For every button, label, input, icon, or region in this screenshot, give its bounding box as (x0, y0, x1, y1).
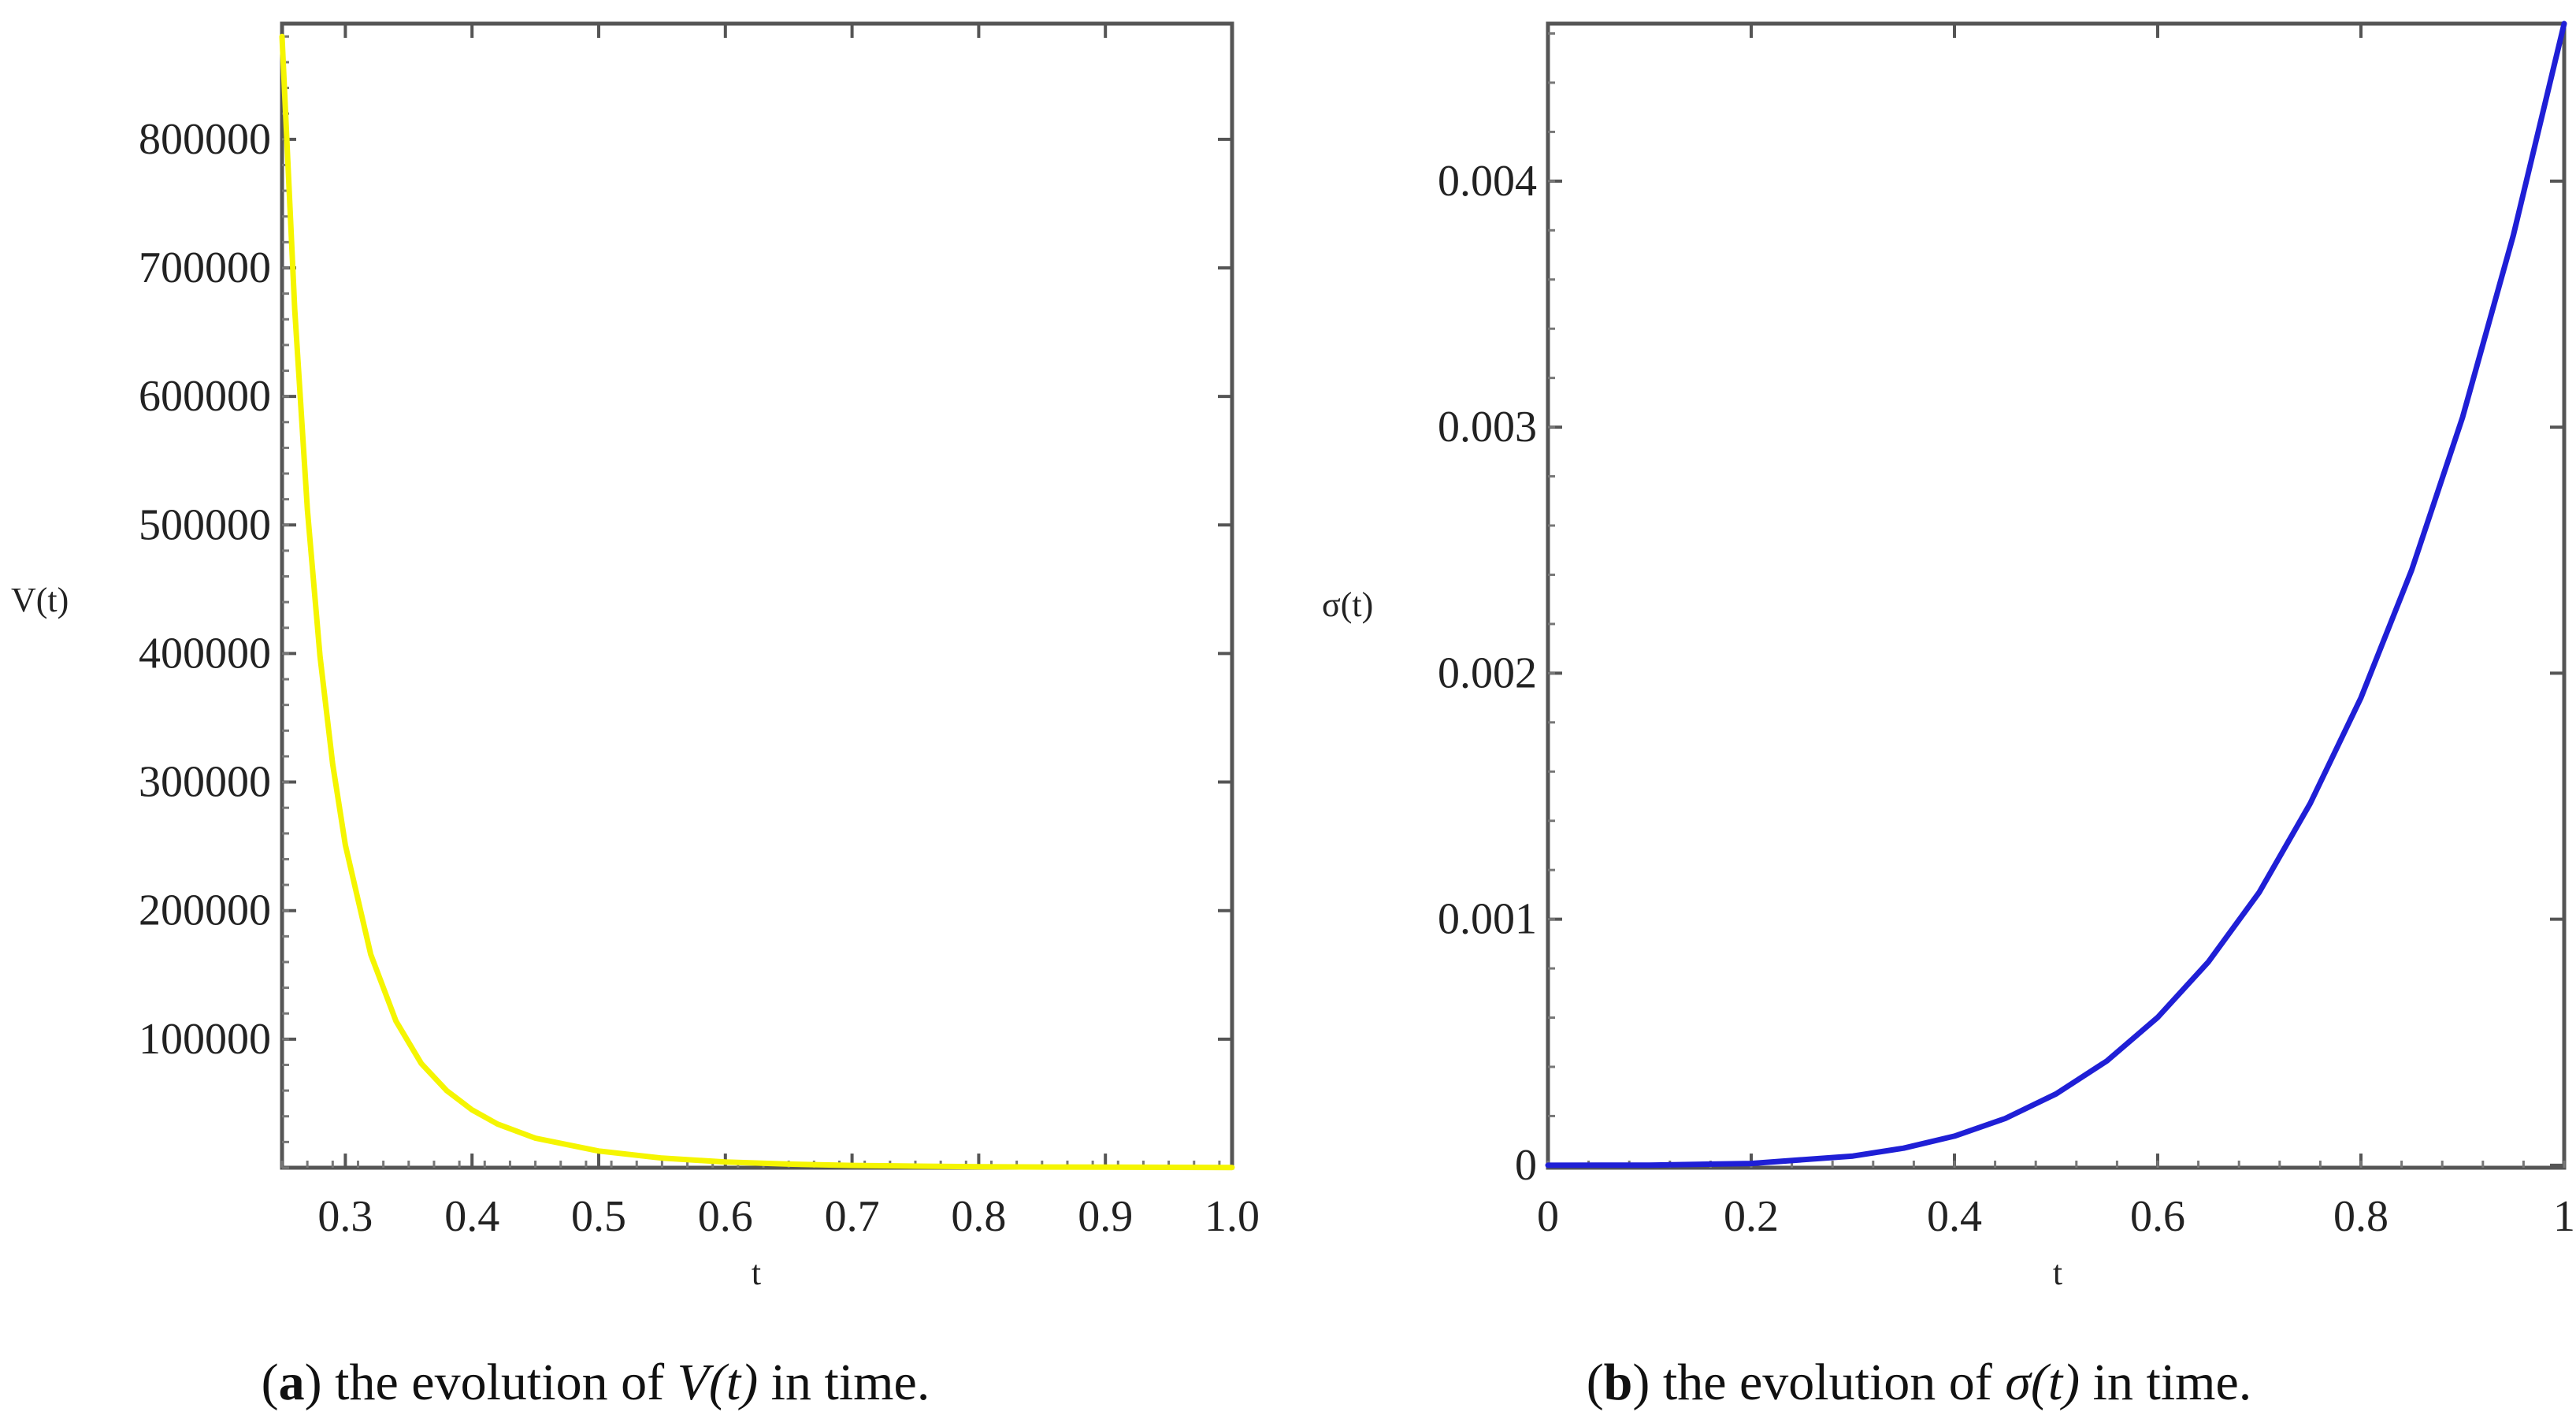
x-tick-label-b-0: 0 (1537, 1192, 1559, 1241)
y-tick-label-a-5: 600000 (139, 372, 271, 421)
series-group-b (1545, 20, 2567, 1168)
x-tick-label-b-4: 0.8 (2333, 1192, 2389, 1241)
x-tick-label-a-1: 0.4 (444, 1192, 499, 1241)
ticks-b (1546, 24, 2566, 1168)
y-tick-label-b-2: 0.002 (1438, 648, 1537, 697)
y-tick-label-a-0: 100000 (139, 1015, 271, 1064)
y-tick-label-a-7: 800000 (139, 115, 271, 164)
y-tick-label-a-4: 500000 (139, 500, 271, 549)
x-tick-label-a-3: 0.6 (698, 1192, 753, 1241)
x-tick-label-a-2: 0.5 (571, 1192, 626, 1241)
plot-frame-b (1546, 21, 2567, 1170)
x-tick-labels-b: 0 0.2 0.4 0.6 0.8 1 (1537, 1192, 2575, 1241)
x-tick-labels-a: 0.3 0.4 0.5 0.6 0.7 0.8 0.9 1.0 (317, 1192, 1260, 1241)
y-tick-label-b-4: 0.004 (1438, 157, 1537, 206)
y-tick-label-b-3: 0.003 (1438, 403, 1537, 451)
x-tick-label-a-6: 0.9 (1078, 1192, 1133, 1241)
x-axis-label-b: t (2053, 1254, 2062, 1292)
panel-b: 0 0.2 0.4 0.6 0.8 1 0 0.001 0.002 0.003 0.004 σ(t… (1322, 20, 2575, 1411)
series-group-a (279, 33, 1235, 1171)
caption-b-prefix: the evolution of (1663, 1354, 1992, 1411)
y-tick-label-b-1: 0.001 (1438, 895, 1537, 944)
series-line-b-0 (1545, 20, 2567, 1168)
y-tick-label-b-0: 0 (1515, 1141, 1537, 1190)
plot-frame-a (280, 21, 1234, 1170)
y-tick-label-a-1: 200000 (139, 886, 271, 935)
caption-a: (a) the evolution of V(t) in time. (262, 1354, 930, 1411)
y-axis-label-a: V(t) (11, 581, 69, 619)
caption-b: (b) the evolution of σ(t) in time. (1587, 1354, 2252, 1411)
x-tick-label-a-7: 1.0 (1204, 1192, 1260, 1241)
caption-b-letter: b (1604, 1354, 1633, 1411)
series-line-a-0 (279, 33, 1235, 1171)
x-tick-label-a-4: 0.7 (825, 1192, 880, 1241)
x-tick-label-a-0: 0.3 (317, 1192, 373, 1241)
y-axis-label-b: σ(t) (1322, 585, 1373, 624)
caption-b-suffix: in time. (2093, 1354, 2252, 1411)
x-tick-label-b-3: 0.6 (2130, 1192, 2185, 1241)
y-tick-label-a-2: 300000 (139, 758, 271, 807)
y-tick-labels-a: 100000 200000 300000 400000 500000 600000 7000… (139, 115, 271, 1064)
x-axis-label-a: t (752, 1254, 761, 1292)
x-tick-label-b-2: 0.4 (1927, 1192, 1982, 1241)
y-tick-label-a-3: 400000 (139, 629, 271, 678)
minor-ticks-a (280, 35, 1221, 1169)
ticks-a (282, 24, 1234, 1168)
caption-a-math: V(t) (677, 1354, 759, 1411)
minor-ticks-b (1546, 32, 2566, 1168)
y-tick-labels-b: 0 0.001 0.002 0.003 0.004 (1438, 157, 1537, 1190)
x-tick-label-a-5: 0.8 (951, 1192, 1006, 1241)
caption-a-suffix: in time. (771, 1354, 930, 1411)
y-tick-label-a-6: 700000 (139, 243, 271, 292)
x-tick-label-b-5: 1 (2553, 1192, 2575, 1241)
panel-a: 0.3 0.4 0.5 0.6 0.7 0.8 0.9 1.0 100000 200000 300… (11, 21, 1260, 1411)
caption-a-letter: a (279, 1354, 305, 1411)
x-tick-label-b-1: 0.2 (1724, 1192, 1779, 1241)
caption-b-math: σ(t) (2005, 1354, 2080, 1411)
caption-a-prefix: the evolution of (335, 1354, 664, 1411)
